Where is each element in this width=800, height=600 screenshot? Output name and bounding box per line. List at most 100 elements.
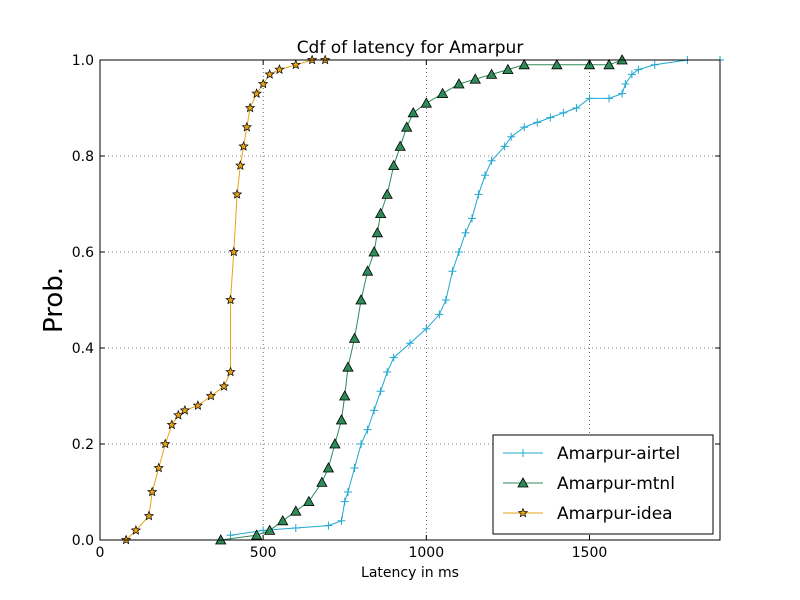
data-point	[634, 65, 643, 74]
y-tick-label: 0.4	[72, 341, 94, 357]
data-point	[303, 495, 315, 507]
data-point	[250, 529, 263, 540]
chart-title: Cdf of latency for Amarpur	[297, 38, 524, 58]
data-point	[361, 265, 374, 276]
series-Amarpur-idea	[120, 54, 331, 545]
data-point	[468, 214, 476, 223]
data-point	[228, 246, 239, 257]
plot-frame	[99, 59, 721, 541]
data-point	[461, 228, 470, 237]
data-point	[435, 310, 444, 319]
y-tick-label: 0.0	[72, 533, 94, 549]
series-layer	[120, 54, 724, 545]
data-point	[368, 246, 380, 257]
legend-marker	[517, 477, 529, 488]
data-point	[585, 94, 594, 103]
data-point	[422, 324, 431, 333]
data-point	[257, 78, 269, 89]
data-point	[340, 497, 349, 506]
data-point	[166, 419, 177, 430]
data-point	[337, 516, 346, 525]
data-point	[436, 87, 449, 98]
data-point	[389, 353, 398, 362]
data-point	[231, 188, 243, 199]
data-point	[355, 294, 367, 305]
data-point	[244, 102, 256, 113]
series-line	[220, 59, 623, 541]
data-point	[441, 296, 450, 304]
data-point	[363, 425, 372, 434]
tick-layer: 0 500 1000 1500 0.0 0.2 0.4 0.6 0.8 1.0	[72, 53, 720, 561]
data-point	[225, 366, 236, 377]
data-point	[290, 59, 301, 70]
y-tick-label: 1.0	[72, 53, 94, 69]
data-point	[388, 159, 400, 171]
data-point	[335, 414, 348, 425]
data-point	[518, 58, 530, 70]
data-point	[420, 97, 432, 108]
data-point	[225, 294, 236, 305]
data-point	[485, 68, 498, 79]
data-point	[481, 171, 490, 180]
data-point	[448, 267, 457, 276]
legend: Amarpur-airtel Amarpur-mtnl Amarpur-idea	[492, 434, 714, 535]
data-point	[507, 132, 516, 141]
data-point	[357, 440, 366, 448]
data-point	[376, 387, 385, 396]
data-point	[618, 89, 627, 98]
data-point	[277, 514, 289, 526]
series-Amarpur-airtel	[226, 56, 724, 540]
legend-label: Amarpur-mtnl	[557, 474, 675, 494]
data-point	[381, 188, 393, 199]
data-point	[371, 226, 384, 238]
data-point	[348, 332, 361, 343]
data-point	[192, 400, 204, 410]
data-point	[130, 524, 142, 535]
data-point	[290, 505, 302, 516]
x-tick-label: 0	[96, 545, 105, 561]
data-point	[401, 121, 413, 132]
data-point	[370, 406, 379, 415]
x-tick-label: 1000	[408, 545, 444, 561]
data-point	[264, 524, 276, 535]
data-point	[235, 160, 246, 170]
data-point	[238, 140, 249, 151]
data-point	[322, 462, 335, 473]
data-point	[264, 68, 275, 79]
data-point	[179, 404, 191, 415]
legend-label: Amarpur-idea	[557, 504, 673, 524]
data-point	[533, 118, 542, 127]
data-point	[350, 464, 359, 472]
legend-marker	[519, 449, 527, 457]
data-point	[251, 88, 262, 98]
legend-marker	[517, 507, 529, 518]
data-point	[316, 476, 328, 487]
data-point	[572, 104, 581, 112]
data-point	[520, 123, 529, 132]
y-tick-label: 0.6	[72, 245, 94, 261]
data-point	[339, 390, 351, 401]
data-point	[551, 58, 563, 70]
data-point	[502, 63, 514, 74]
x-tick-label: 500	[250, 545, 277, 561]
data-point	[324, 521, 333, 530]
legend-item: Amarpur-mtnl	[503, 474, 675, 494]
data-point	[218, 380, 230, 391]
data-point	[474, 190, 483, 199]
data-point	[469, 73, 481, 84]
data-point	[407, 106, 419, 118]
data-point	[627, 70, 636, 79]
data-point	[147, 486, 158, 497]
data-point	[143, 510, 155, 521]
legend-label: Amarpur-airtel	[557, 444, 680, 464]
data-point	[406, 339, 414, 348]
series-Amarpur-mtnl	[215, 54, 628, 545]
y-tick-label: 0.8	[72, 149, 94, 165]
data-point	[160, 438, 171, 449]
data-point	[650, 60, 659, 69]
data-point	[383, 368, 392, 376]
data-point	[173, 409, 184, 420]
data-point	[453, 78, 465, 89]
data-point	[342, 361, 354, 372]
